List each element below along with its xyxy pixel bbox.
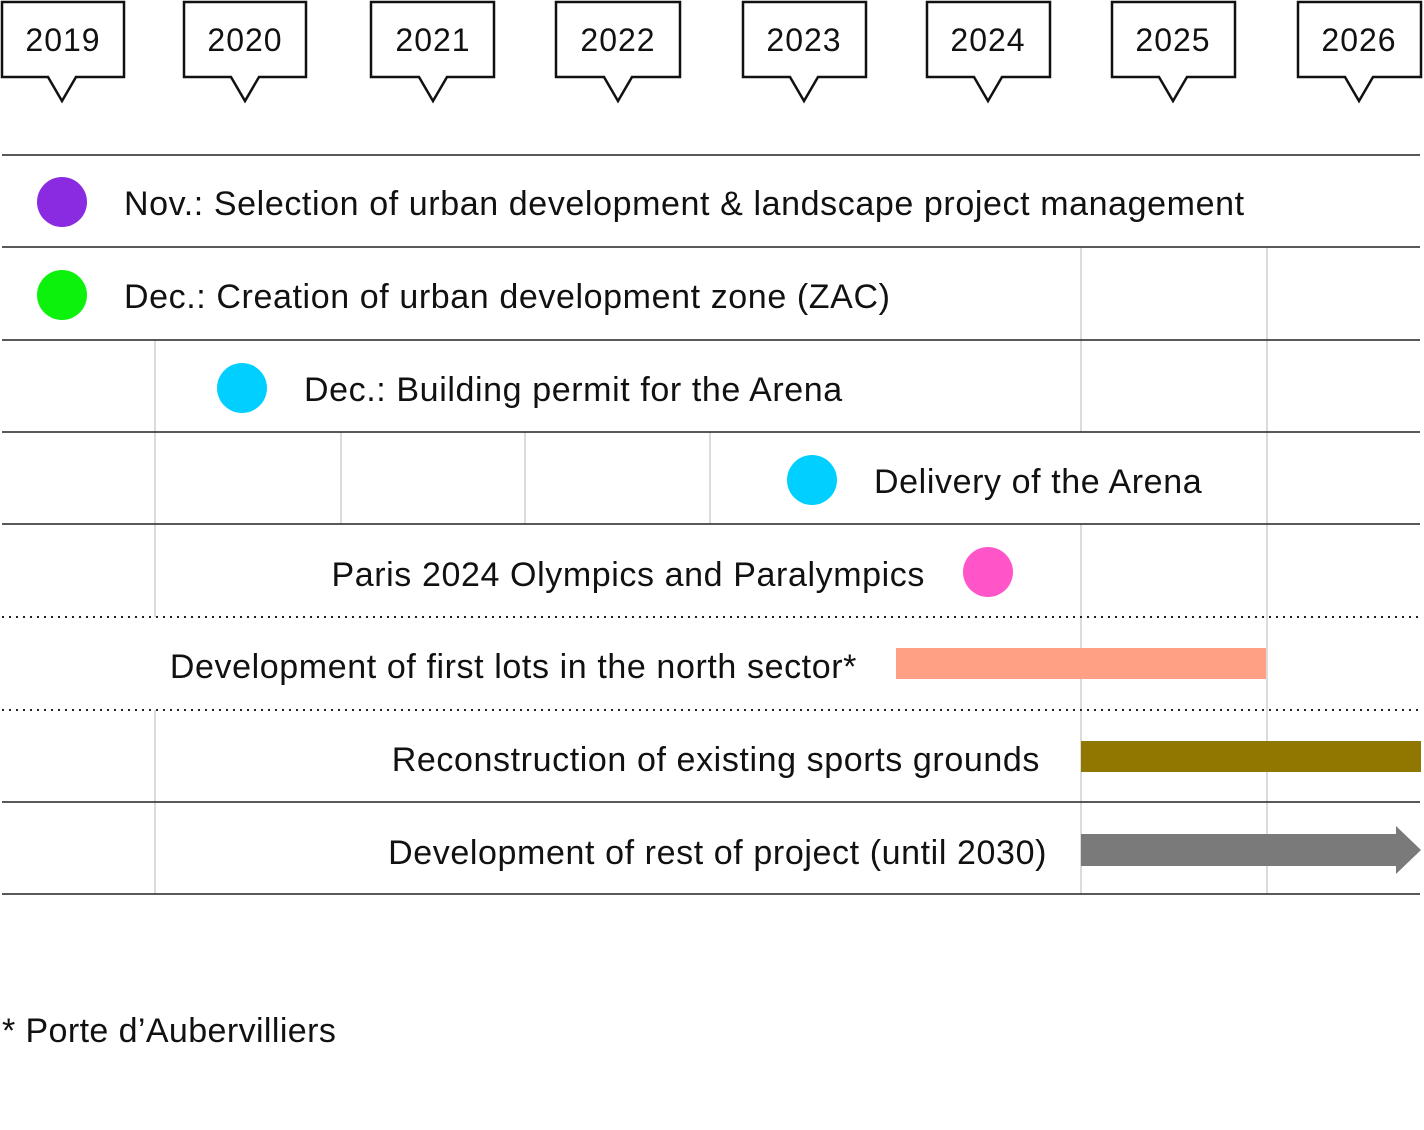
year-label: 2022	[580, 22, 655, 58]
timeline-diagram: 2019 2020 2021 2022 2023 2024 2025 2026 …	[0, 0, 1423, 895]
year-callout-2025	[1110, 0, 1237, 104]
event-label: Reconstruction of existing sports ground…	[392, 741, 1040, 779]
footnote: * Porte d’Aubervilliers	[2, 1012, 337, 1050]
year-callout-2023	[741, 0, 868, 104]
year-callout-2019	[0, 0, 126, 104]
event-label: Development of first lots in the north s…	[170, 648, 857, 686]
event-label: Development of rest of project (until 20…	[388, 834, 1047, 872]
event-label: Delivery of the Arena	[874, 463, 1202, 501]
year-label: 2024	[950, 22, 1025, 58]
year-callout-2021	[369, 0, 496, 104]
year-callout-2026	[1296, 0, 1423, 104]
event-dot	[963, 547, 1013, 597]
event-label: Dec.: Building permit for the Arena	[304, 371, 843, 409]
event-bar	[1081, 741, 1421, 772]
year-label: 2019	[25, 22, 100, 58]
year-callout-2024	[925, 0, 1052, 104]
event-label: Nov.: Selection of urban development & l…	[124, 185, 1245, 223]
year-label: 2025	[1135, 22, 1210, 58]
event-bar	[896, 648, 1266, 679]
year-callout-2022	[554, 0, 682, 104]
event-arrow	[1081, 826, 1421, 874]
year-label: 2023	[766, 22, 841, 58]
event-dot	[37, 270, 87, 320]
event-dot	[217, 363, 267, 413]
year-callout-2020	[182, 0, 308, 104]
event-dot	[37, 177, 87, 227]
year-label: 2026	[1321, 22, 1396, 58]
year-label: 2020	[207, 22, 282, 58]
event-label: Dec.: Creation of urban development zone…	[124, 278, 891, 316]
year-label: 2021	[395, 22, 470, 58]
event-label: Paris 2024 Olympics and Paralympics	[331, 556, 925, 594]
event-dot	[787, 455, 837, 505]
